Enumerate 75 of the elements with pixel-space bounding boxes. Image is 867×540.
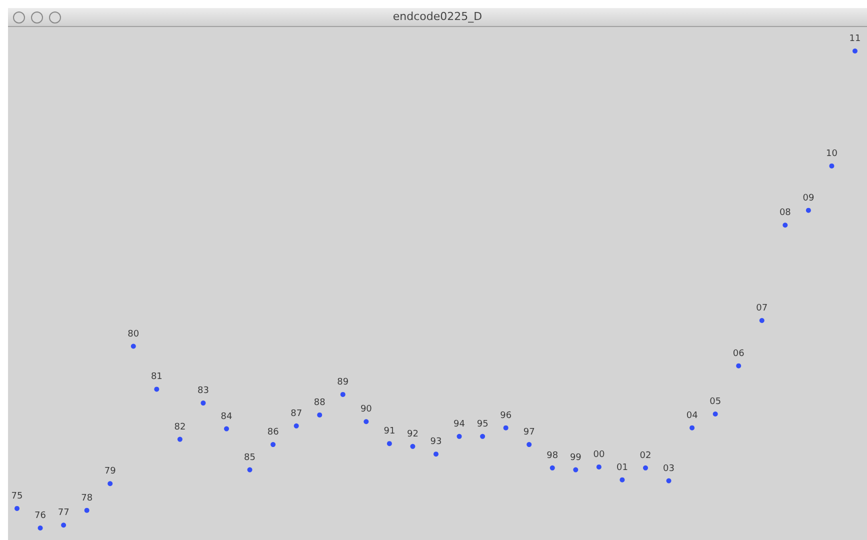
point — [434, 452, 438, 457]
x-tick-label: 03 — [663, 464, 675, 474]
point — [759, 318, 764, 324]
x-tick-label: 80 — [128, 329, 140, 340]
point — [690, 425, 695, 430]
point — [712, 412, 718, 416]
point — [247, 467, 252, 472]
x-tick-label: 93 — [430, 437, 442, 448]
point — [526, 442, 532, 448]
x-tick-label: 09 — [802, 193, 814, 204]
point — [806, 208, 811, 213]
x-tick-label: 11 — [849, 34, 861, 44]
x-tick-label: 79 — [104, 466, 116, 477]
point — [84, 508, 90, 513]
point — [852, 48, 858, 54]
x-tick-label: 95 — [476, 419, 488, 430]
x-tick-label: 05 — [710, 396, 722, 407]
x-tick-label: 01 — [616, 462, 628, 473]
point — [224, 426, 229, 432]
point — [620, 477, 625, 482]
point — [386, 441, 392, 446]
point — [782, 222, 788, 228]
x-tick-label: 92 — [406, 429, 418, 440]
x-tick-label: 08 — [779, 208, 792, 218]
point — [456, 434, 462, 439]
x-tick-label: 84 — [220, 412, 232, 422]
x-tick-label: 97 — [523, 428, 535, 438]
point — [177, 436, 182, 442]
chart-title: endcode0225_D — [392, 10, 484, 23]
point — [130, 344, 136, 349]
x-tick-label: 02 — [640, 450, 652, 461]
x-tick-label: 86 — [267, 428, 280, 438]
point — [108, 481, 113, 486]
point — [294, 423, 299, 428]
x-tick-label: 83 — [197, 386, 209, 396]
x-tick-label: 75 — [11, 491, 23, 502]
point — [154, 386, 160, 392]
point — [317, 412, 322, 418]
point — [270, 442, 276, 448]
point — [364, 419, 369, 424]
x-tick-label: 88 — [314, 398, 326, 408]
x-tick-label: 98 — [546, 450, 558, 461]
point — [410, 444, 416, 449]
point — [573, 467, 578, 472]
x-tick-label: 89 — [337, 377, 349, 388]
x-tick-label: 00 — [593, 450, 605, 460]
x-tick-label: 10 — [826, 148, 838, 159]
x-tick-label: 87 — [290, 408, 302, 419]
x-tick-label: 99 — [570, 452, 582, 463]
x-tick-label: 77 — [58, 508, 70, 518]
x-tick-label: 78 — [81, 493, 93, 504]
x-tick-label: 07 — [756, 304, 768, 314]
point — [596, 464, 602, 470]
x-tick-label: 81 — [150, 372, 162, 382]
x-tick-label: 85 — [244, 452, 256, 463]
point — [736, 363, 742, 368]
x-tick-label: 04 — [686, 410, 698, 421]
point — [503, 425, 508, 430]
x-tick-label: 82 — [174, 422, 186, 432]
x-tick-label: 76 — [34, 511, 46, 521]
x-tick-label: 96 — [500, 410, 512, 421]
point — [61, 522, 66, 528]
x-tick-label: 06 — [732, 348, 745, 359]
point — [550, 465, 555, 470]
point — [340, 392, 346, 397]
x-tick-label: 94 — [454, 419, 466, 430]
x-tick-label: 91 — [384, 426, 396, 437]
x-tick-label: 90 — [360, 404, 372, 415]
point — [14, 506, 20, 511]
point — [200, 400, 206, 406]
point — [829, 163, 834, 168]
point — [666, 478, 672, 484]
point — [38, 526, 43, 530]
point — [643, 465, 648, 470]
point — [480, 434, 486, 439]
